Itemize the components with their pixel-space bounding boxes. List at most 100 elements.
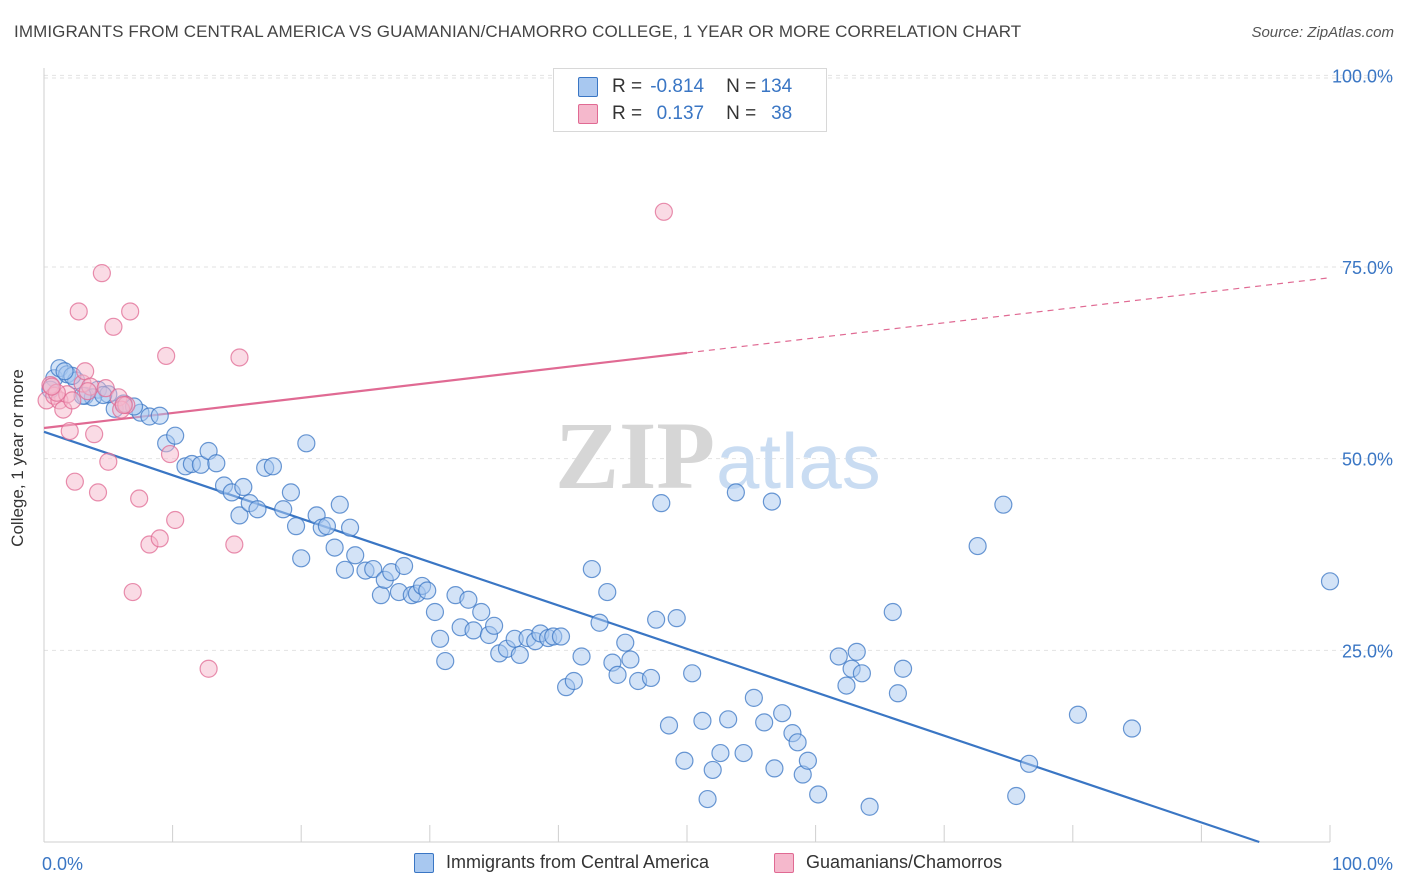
legend-item-guamanians: Guamanians/Chamorros [774, 852, 1002, 873]
data-point-guamanian [225, 535, 244, 554]
legend-swatch-pink [774, 852, 794, 873]
data-point-guamanian [114, 395, 133, 415]
legend-n-label: N = [726, 103, 757, 124]
watermark: ZIP atlas [555, 402, 881, 509]
data-point-guamanian [99, 452, 118, 471]
source-label: Source: ZipAtlas.com [1251, 24, 1394, 41]
data-point-central-america [234, 477, 253, 497]
trend-line-guamanian-extension [686, 277, 1331, 354]
data-point-central-america [719, 710, 738, 729]
data-point-central-america [641, 668, 661, 688]
data-point-central-america [994, 495, 1013, 514]
data-point-central-america [564, 671, 583, 691]
legend-swatch-blue [414, 852, 434, 873]
data-point-central-america [621, 650, 640, 669]
data-point-central-america [659, 716, 679, 735]
data-point-central-america [1320, 572, 1340, 591]
data-point-central-america [847, 642, 866, 661]
x-tick-label: 0.0% [42, 854, 83, 874]
data-point-central-america [430, 629, 450, 648]
data-point-central-america [683, 664, 702, 683]
data-points [37, 202, 1340, 816]
data-point-central-america [608, 665, 627, 684]
data-point-central-america [734, 743, 753, 763]
legend-row-pink: R = 0.137 N = 38 [578, 102, 792, 126]
legend-r-label: R = [612, 103, 643, 124]
data-point-guamanian [121, 302, 140, 321]
legend-label: Guamanians/Chamorros [806, 852, 1003, 872]
data-point-central-america [281, 483, 301, 502]
data-point-central-america [675, 751, 694, 770]
legend-stats: R = -0.814 N = 134 R = 0.137 N = 38 [553, 68, 827, 132]
data-point-guamanian [92, 264, 111, 283]
data-point-central-america [616, 633, 635, 652]
data-point-central-america [693, 711, 712, 730]
data-point-central-america [286, 517, 306, 536]
data-point-central-america [893, 659, 913, 678]
data-point-central-america [248, 500, 267, 519]
data-point-central-america [744, 688, 763, 707]
data-point-central-america [1007, 786, 1026, 806]
legend-n-value: 38 [771, 103, 793, 124]
data-point-guamanian [199, 659, 218, 678]
data-point-central-america [798, 751, 817, 770]
data-point-central-america [852, 664, 871, 683]
data-point-central-america [166, 426, 185, 445]
data-point-central-america [551, 627, 571, 646]
axes [43, 68, 1331, 843]
data-point-guamanian [42, 377, 61, 396]
y-axis-label: College, 1 year or more [8, 369, 27, 547]
legend-row-blue: R = -0.814 N = 134 [578, 75, 792, 99]
data-point-central-america [1122, 719, 1142, 738]
data-point-central-america [726, 483, 745, 502]
data-point-central-america [150, 406, 169, 425]
data-point-central-america [860, 797, 879, 816]
data-point-central-america [788, 733, 807, 752]
chart-title: IMMIGRANTS FROM CENTRAL AMERICA VS GUAMA… [14, 22, 1022, 41]
data-point-central-america [968, 536, 987, 556]
data-point-central-america [652, 494, 671, 513]
data-point-central-america [274, 500, 293, 519]
tick-labels: 25.0% 50.0% 75.0% 100.0% 0.0% 100.0% [42, 66, 1393, 874]
data-point-central-america [755, 713, 774, 732]
data-point-central-america [297, 434, 316, 453]
data-point-central-america [207, 454, 226, 473]
y-tick-label: 50.0% [1342, 450, 1393, 470]
data-point-central-america [809, 785, 828, 804]
legend-r-label: R = [612, 76, 643, 97]
data-point-central-america [55, 362, 74, 381]
data-point-guamanian [654, 202, 673, 221]
data-point-central-america [762, 492, 781, 511]
data-point-guamanian [150, 529, 169, 548]
data-point-central-america [340, 518, 360, 537]
data-point-central-america [346, 546, 365, 565]
data-point-central-america [1019, 754, 1039, 773]
data-point-central-america [485, 616, 504, 635]
data-point-central-america [472, 602, 491, 622]
data-point-guamanian [76, 362, 95, 381]
data-point-central-america [582, 559, 601, 579]
data-point-guamanian [166, 510, 185, 530]
data-point-central-america [572, 647, 591, 666]
data-point-central-america [436, 651, 455, 671]
data-point-guamanian [104, 317, 123, 336]
data-point-central-america [647, 610, 666, 629]
data-point-central-america [335, 560, 355, 579]
y-tick-label: 75.0% [1342, 258, 1393, 278]
data-point-central-america [888, 684, 908, 703]
data-point-central-america [317, 517, 337, 536]
data-point-guamanian [88, 483, 108, 502]
y-tick-label: 100.0% [1332, 66, 1393, 86]
legend-swatch-pink [578, 104, 598, 124]
data-point-central-america [418, 581, 437, 600]
y-tick-label: 25.0% [1342, 641, 1393, 661]
data-point-central-america [883, 602, 902, 622]
data-point-guamanian [157, 346, 176, 366]
data-point-central-america [425, 602, 445, 622]
data-point-central-america [325, 538, 344, 557]
data-point-central-america [765, 759, 784, 778]
legend-swatch-blue [578, 77, 598, 97]
legend-n-value: 134 [760, 76, 793, 97]
data-point-central-america [598, 582, 617, 602]
